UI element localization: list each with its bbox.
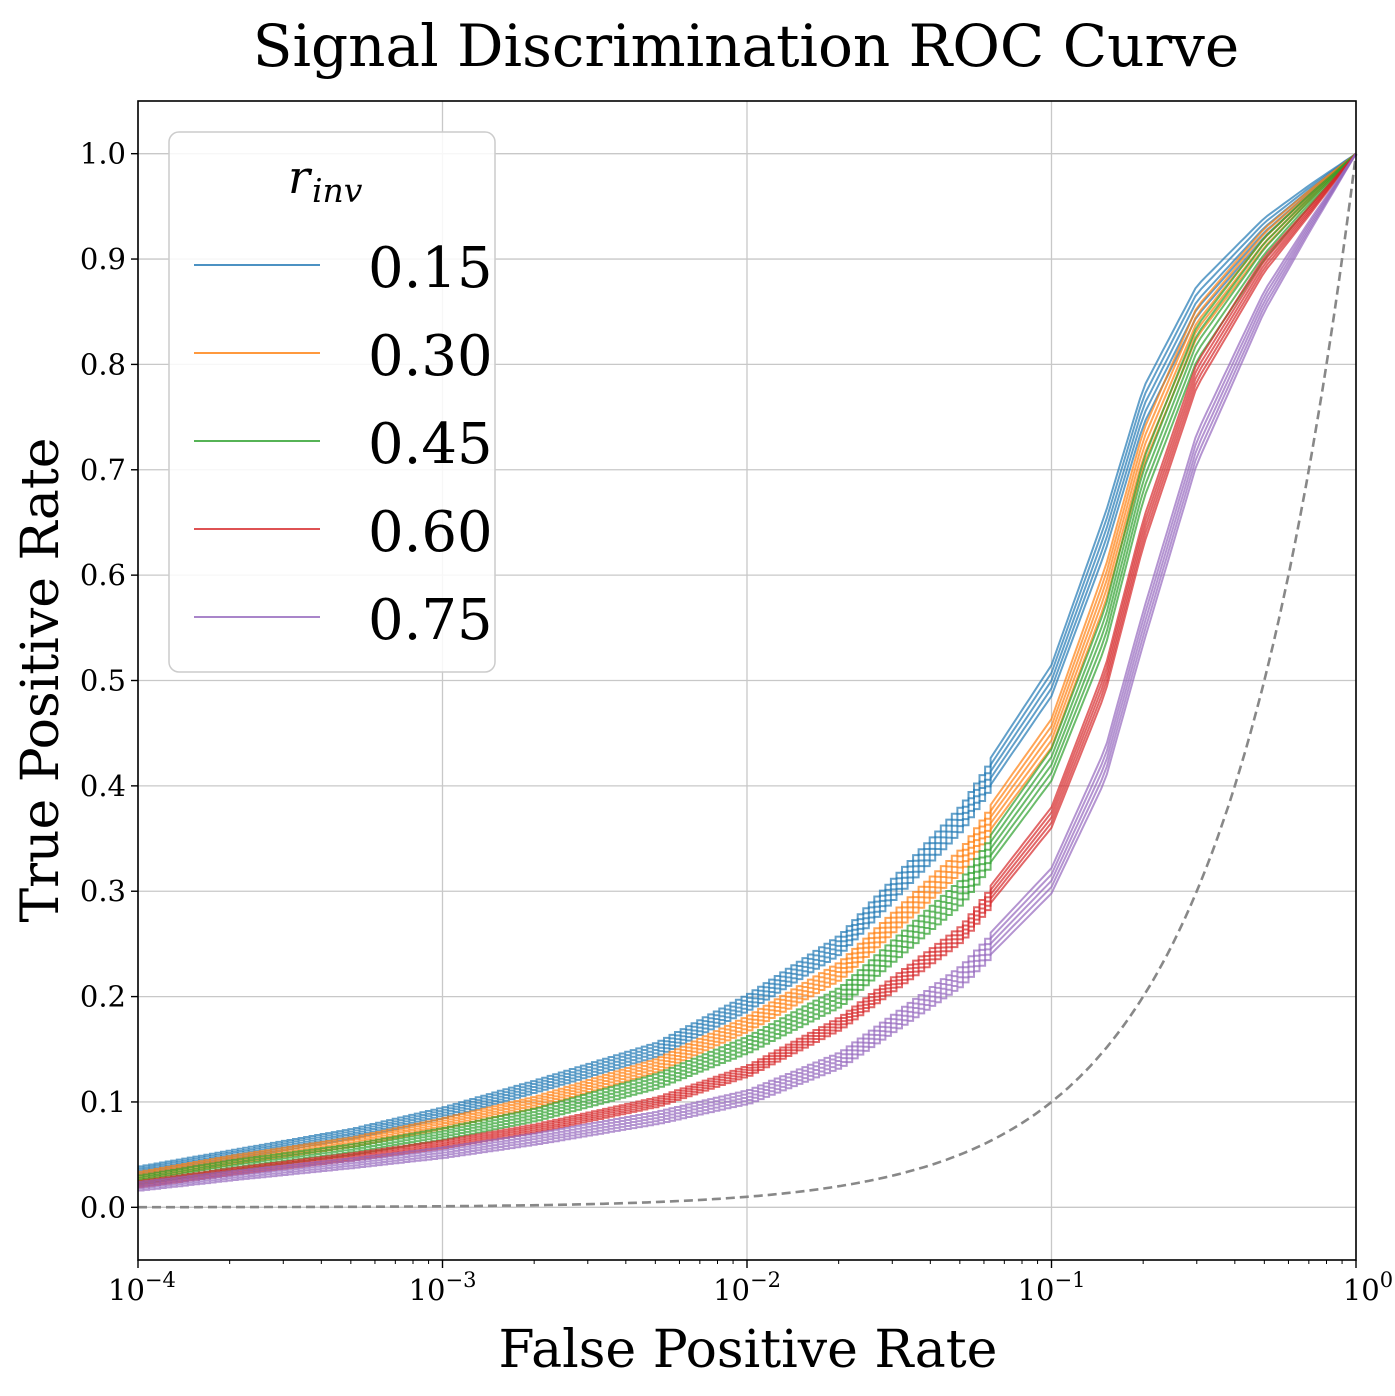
- roc-curve-0.75: [138, 153, 1357, 1190]
- roc-curve-0.60: [138, 153, 1357, 1183]
- roc-curve-0.45: [138, 152, 1357, 1179]
- roc-curve-0.75: [138, 153, 1357, 1186]
- x-tick-label: 10−4: [108, 1268, 176, 1307]
- legend-title: rinv: [288, 150, 363, 210]
- legend-label: 0.45: [368, 412, 493, 477]
- roc-curve-0.30: [138, 152, 1357, 1177]
- y-tick-label: 0.0: [80, 1190, 126, 1224]
- y-tick-label: 0.9: [80, 242, 126, 276]
- y-tick-label: 1.0: [80, 137, 126, 171]
- roc-curve-0.15: [138, 152, 1357, 1170]
- y-axis-ticks: 0.0 0.1 0.2 0.3 0.4 0.5 0.6 0.7 0.8 0.9 1.0: [80, 137, 138, 1224]
- x-axis-label: False Positive Rate: [499, 1320, 998, 1380]
- y-tick-label: 0.8: [80, 347, 126, 381]
- y-tick-label: 0.2: [80, 980, 126, 1014]
- roc-curve-0.30: [138, 152, 1357, 1173]
- roc-curves: [138, 152, 1358, 1209]
- roc-curve-0.75: [138, 153, 1357, 1192]
- roc-curve-0.75: [138, 153, 1357, 1183]
- chart-title: Signal Discrimination ROC Curve: [253, 12, 1240, 80]
- roc-curve-0.45: [138, 152, 1357, 1181]
- roc-curve-0.15: [138, 152, 1357, 1168]
- legend-label: 0.30: [368, 324, 493, 389]
- x-axis-ticks: 10−4 10−3 10−2 10−1 100: [108, 1260, 1393, 1307]
- y-tick-label: 0.3: [80, 874, 126, 908]
- y-tick-label: 0.7: [80, 453, 126, 487]
- roc-curve-0.30: [138, 152, 1357, 1175]
- y-tick-label: 0.1: [80, 1085, 126, 1119]
- legend-label: 0.75: [368, 588, 493, 653]
- roc-curve-0.60: [138, 153, 1357, 1184]
- legend: rinv 0.15 0.30 0.45 0.60 0.75: [168, 131, 496, 673]
- x-tick-label: 100: [1343, 1268, 1393, 1307]
- x-tick-label: 10−2: [713, 1268, 781, 1307]
- roc-curve-0.75: [138, 153, 1357, 1188]
- legend-frame: [168, 131, 496, 673]
- y-tick-label: 0.4: [80, 769, 126, 803]
- legend-label: 0.60: [368, 500, 493, 565]
- y-tick-label: 0.5: [80, 664, 126, 698]
- x-tick-label: 10−1: [1018, 1268, 1086, 1307]
- legend-label: 0.15: [368, 236, 493, 301]
- roc-curve-0.15: [138, 152, 1357, 1172]
- roc-curve-0.45: [138, 152, 1357, 1177]
- x-tick-label: 10−3: [409, 1268, 477, 1307]
- y-axis-label: True Positive Rate: [11, 437, 71, 922]
- y-tick-label: 0.6: [80, 558, 126, 592]
- random-baseline-line: [138, 153, 1358, 1209]
